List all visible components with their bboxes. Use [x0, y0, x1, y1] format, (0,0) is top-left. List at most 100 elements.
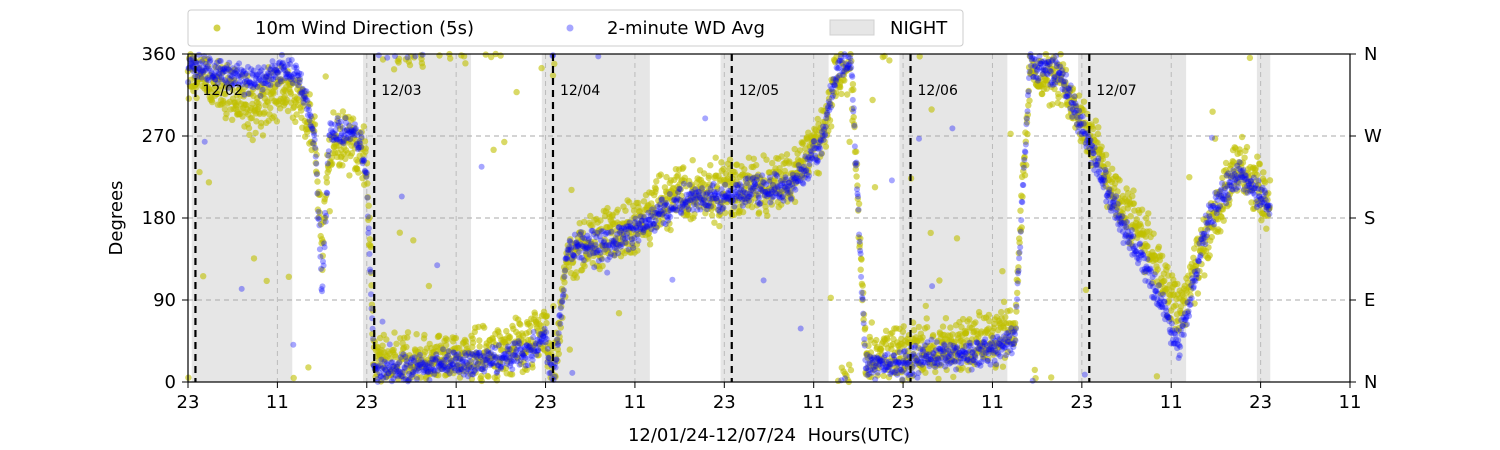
data-point	[397, 368, 404, 375]
data-point	[245, 63, 251, 70]
data-point	[557, 320, 564, 327]
x-tick-label-11: 11	[1160, 392, 1183, 413]
data-point	[886, 57, 893, 64]
data-point	[928, 106, 935, 113]
data-point	[999, 268, 1006, 275]
data-point	[381, 371, 388, 377]
data-point	[569, 369, 576, 376]
data-point	[1228, 187, 1236, 195]
data-point	[293, 111, 300, 118]
data-point	[468, 375, 476, 383]
data-point	[215, 70, 222, 77]
data-point	[1003, 352, 1010, 359]
data-point	[326, 132, 333, 139]
data-point	[860, 310, 867, 317]
data-point	[848, 57, 855, 65]
data-point	[384, 362, 391, 368]
data-point	[707, 162, 714, 169]
data-point	[573, 274, 580, 281]
data-point	[233, 68, 240, 75]
data-point	[1013, 308, 1020, 315]
data-point	[390, 66, 398, 73]
data-point	[203, 76, 210, 83]
data-point	[276, 67, 283, 74]
x-tick-label-8: 23	[892, 392, 915, 413]
data-point	[461, 368, 468, 375]
data-point	[218, 74, 225, 81]
data-point	[1197, 252, 1204, 259]
data-point	[1004, 348, 1011, 356]
data-point	[282, 67, 288, 74]
data-point	[264, 78, 271, 85]
data-point	[320, 238, 327, 246]
data-point	[238, 66, 245, 73]
data-point	[543, 329, 550, 336]
data-point	[953, 235, 961, 242]
data-point	[425, 282, 433, 290]
data-point	[1261, 179, 1269, 186]
data-point	[1039, 90, 1046, 98]
data-point	[248, 114, 256, 122]
data-point	[404, 54, 411, 61]
data-point	[858, 289, 865, 296]
data-point	[1019, 199, 1026, 206]
data-point	[828, 123, 835, 130]
data-point	[893, 364, 900, 371]
data-point	[937, 362, 944, 369]
data-point	[263, 73, 270, 80]
data-point	[435, 332, 443, 339]
data-point	[422, 361, 429, 368]
data-point	[734, 197, 741, 204]
data-point	[403, 343, 410, 351]
data-point	[313, 171, 320, 178]
data-point	[346, 129, 353, 135]
data-point	[384, 54, 391, 61]
data-point	[776, 165, 783, 172]
data-point	[205, 65, 212, 72]
day-marker-label-1: 12/03	[381, 83, 421, 99]
data-point	[338, 130, 345, 137]
data-point	[379, 56, 387, 63]
data-point	[328, 136, 335, 143]
data-point	[1216, 203, 1223, 210]
data-point	[846, 138, 853, 145]
data-point	[196, 65, 203, 72]
data-point	[869, 96, 876, 104]
data-point	[382, 367, 389, 374]
data-point	[530, 328, 537, 335]
data-point	[1050, 54, 1057, 61]
data-point	[319, 288, 325, 295]
x-tick-label-5: 11	[623, 392, 646, 413]
data-point	[478, 163, 485, 170]
data-point	[234, 62, 240, 69]
data-point	[1181, 294, 1188, 301]
data-point	[710, 180, 717, 187]
data-point	[300, 95, 307, 102]
data-point	[446, 370, 453, 377]
data-point	[612, 247, 620, 255]
data-point	[781, 176, 788, 184]
data-point	[646, 235, 653, 242]
legend-marker-night	[829, 19, 875, 36]
data-point	[506, 355, 513, 362]
data-point	[411, 354, 418, 361]
data-point	[993, 361, 1000, 368]
data-point	[628, 236, 636, 243]
data-point	[343, 135, 350, 142]
data-point	[224, 61, 231, 69]
data-point	[285, 57, 292, 64]
data-point	[270, 90, 277, 97]
data-point	[396, 229, 403, 236]
data-point	[864, 364, 872, 371]
data-point	[336, 136, 343, 143]
data-point	[541, 328, 548, 335]
data-point	[856, 241, 864, 248]
data-point	[522, 349, 530, 356]
data-point	[323, 189, 330, 196]
data-point	[306, 101, 314, 108]
data-point	[1161, 277, 1168, 284]
data-point	[306, 107, 312, 113]
data-point	[413, 331, 420, 338]
data-point	[1225, 195, 1232, 202]
